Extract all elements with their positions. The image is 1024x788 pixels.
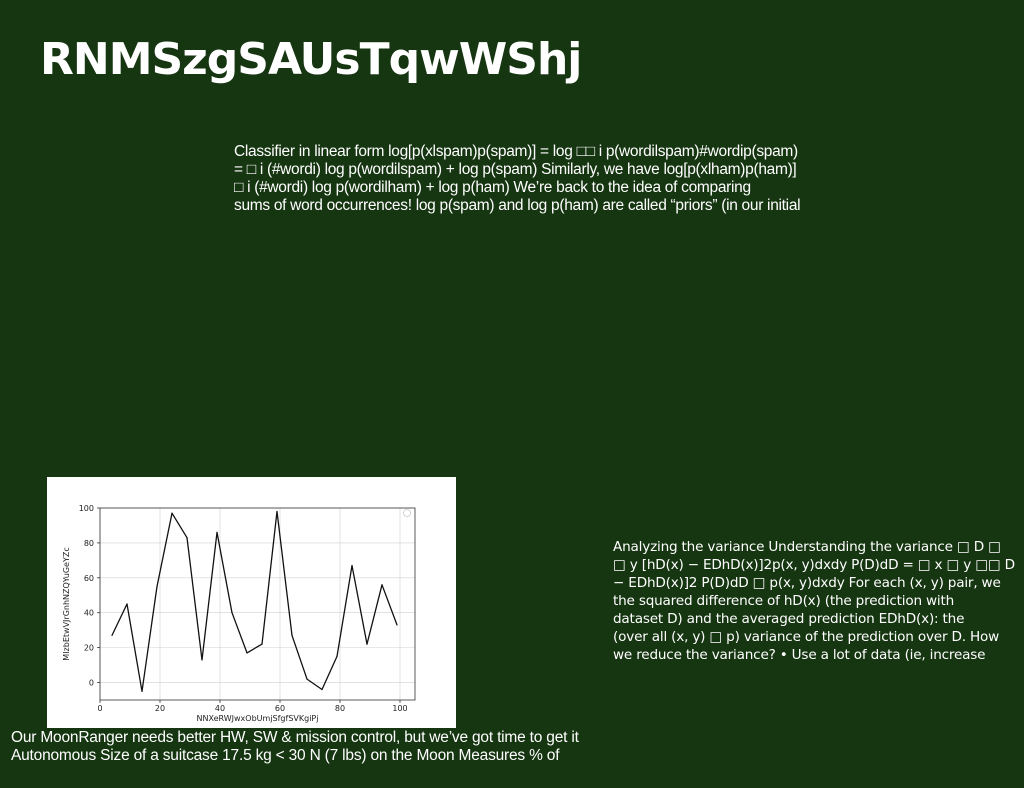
x-tick-label: 40 — [215, 704, 225, 713]
x-tick-label: 80 — [335, 704, 345, 713]
data-point — [276, 510, 278, 513]
classifier-text-block: Classifier in linear form log[p(xlspam)p… — [234, 143, 854, 215]
text-line: (over all (x, y) □ p) variance of the pr… — [613, 629, 1000, 645]
data-point — [261, 643, 263, 645]
x-tick-label: 20 — [155, 704, 165, 713]
data-point — [306, 678, 308, 680]
y-tick-label: 40 — [84, 609, 94, 618]
data-point — [396, 624, 398, 626]
line-chart-svg: 0 20 40 60 80 100 0 20 40 60 80 100 NNXeRWJwxObUmjS… — [62, 504, 416, 723]
y-tick-label: 0 — [89, 679, 94, 688]
text-line: Classifier in linear form log[p(xlspam)p… — [234, 143, 798, 160]
text-line: □ y [hD(x) − EDhD(x)]2p(x, y)dxdy P(D)dD… — [613, 557, 1015, 573]
text-line: Our MoonRanger needs better HW, SW & mis… — [11, 729, 579, 746]
plot-frame — [99, 507, 416, 701]
text-line: Autonomous Size of a suitcase 17.5 kg < … — [11, 747, 560, 764]
data-point — [156, 585, 158, 588]
series-line — [111, 510, 398, 692]
data-point — [171, 512, 173, 514]
data-point — [141, 690, 143, 692]
chart-grid — [99, 507, 415, 700]
y-tick-label: 100 — [79, 504, 94, 513]
text-line: sums of word occurrences! log p(spam) an… — [234, 197, 801, 214]
data-point — [111, 634, 113, 637]
data-point — [321, 688, 323, 691]
text-line: □ i (#wordi) log p(wordilham) + log p(ha… — [234, 179, 751, 196]
data-point — [186, 537, 188, 539]
moonranger-text-block: Our MoonRanger needs better HW, SW & mis… — [11, 729, 651, 765]
data-point — [351, 565, 353, 567]
text-line: = □ i (#wordi) log p(wordilspam) + log p… — [234, 161, 797, 178]
corner-marker — [403, 509, 411, 517]
y-tick-label: 80 — [84, 539, 94, 548]
data-point — [126, 603, 128, 605]
data-point — [366, 643, 368, 645]
chart-points — [111, 510, 398, 692]
text-line: Analyzing the variance Understanding the… — [613, 539, 1001, 555]
x-tick-label: 100 — [392, 704, 407, 713]
y-tick-label: 60 — [84, 574, 94, 583]
data-point — [201, 659, 203, 661]
x-tick-label: 60 — [275, 704, 285, 713]
text-line: dataset D) and the averaged prediction E… — [613, 611, 965, 627]
data-point — [216, 531, 218, 534]
variance-text-block: Analyzing the variance Understanding the… — [613, 538, 1018, 664]
x-tick-label: 0 — [97, 704, 102, 713]
data-point — [381, 584, 383, 586]
y-tick-label: 20 — [84, 644, 94, 653]
data-point — [246, 652, 248, 654]
chart-ticks: 0 20 40 60 80 100 0 20 40 60 80 100 — [79, 504, 408, 713]
text-line: we reduce the variance? • Use a lot of d… — [613, 647, 986, 663]
slide-title: RNMSzgSAUsTqwWShj — [40, 34, 582, 85]
y-axis-label: MIzbEtwVJrGnhNZQYuGeYZc — [62, 547, 71, 660]
text-line: the squared difference of hD(x) (the pre… — [613, 593, 955, 609]
data-point — [336, 655, 338, 657]
text-line: − EDhD(x)]2 P(D)dD □ p(x, y)dxdy For eac… — [613, 575, 1001, 591]
x-axis-label: NNXeRWJwxObUmjSfgfSVKgiPj — [197, 714, 319, 723]
data-point — [231, 612, 233, 614]
line-chart: 0 20 40 60 80 100 0 20 40 60 80 100 NNXeRWJwxObUmjS… — [47, 477, 456, 728]
data-point — [291, 634, 293, 637]
